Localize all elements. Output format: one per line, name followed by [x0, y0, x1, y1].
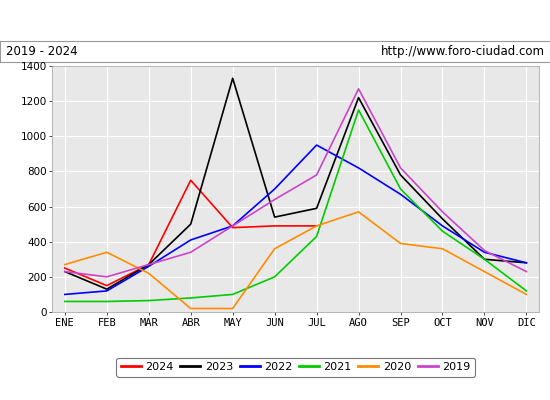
Text: http://www.foro-ciudad.com: http://www.foro-ciudad.com [381, 45, 544, 58]
Legend: 2024, 2023, 2022, 2021, 2020, 2019: 2024, 2023, 2022, 2021, 2020, 2019 [116, 358, 475, 376]
Text: 2019 - 2024: 2019 - 2024 [6, 45, 77, 58]
Text: Evolucion Nº Turistas Extranjeros en el municipio de Las Peñas de Riglos: Evolucion Nº Turistas Extranjeros en el … [9, 14, 541, 28]
